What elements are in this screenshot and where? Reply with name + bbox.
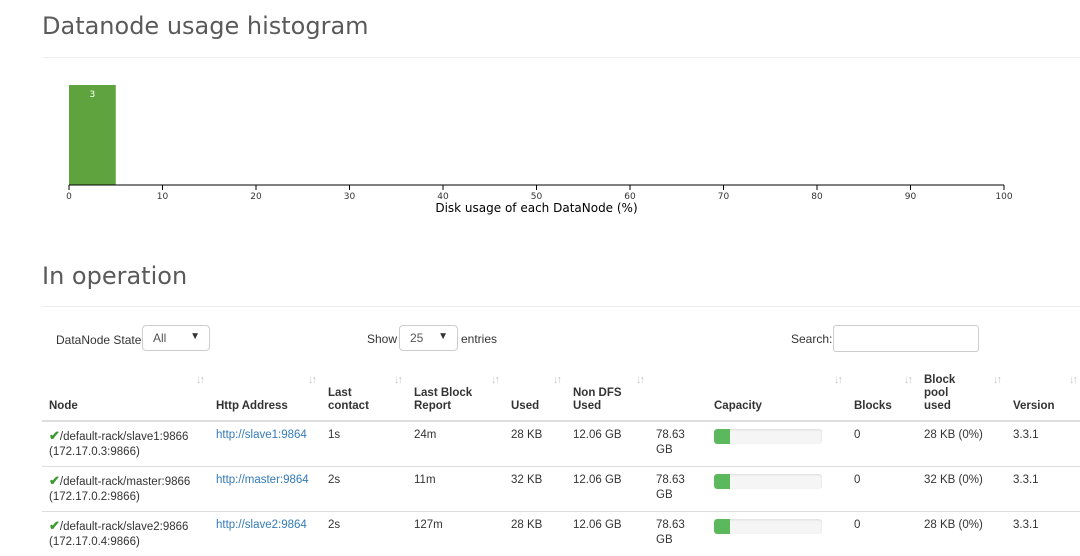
capacity-progress-bar	[714, 429, 822, 444]
capacity-progress-fill	[714, 474, 730, 489]
column-header-last-block-report[interactable]: Last Block Report↓↑	[407, 370, 504, 421]
used-cell: 28 KB	[504, 421, 566, 467]
column-header-capacity[interactable]: Capacity↓↑	[707, 370, 847, 421]
datanode-state-label: DataNode State	[56, 333, 141, 347]
version-cell: 3.3.1	[1006, 421, 1080, 467]
x-tick-label: 10	[157, 192, 169, 202]
x-tick-label: 0	[66, 192, 72, 202]
node-cell: ✔/default-rack/slave2:9866(172.17.0.4:98…	[42, 512, 209, 556]
x-tick-label: 100	[995, 192, 1012, 202]
non-dfs-used-cell: 12.06 GB	[566, 467, 649, 512]
datanode-state-select[interactable]: All ▼	[142, 325, 210, 351]
operation-title: In operation	[42, 262, 187, 290]
x-axis-label: Disk usage of each DataNode (%)	[435, 201, 637, 215]
check-icon: ✔	[49, 473, 60, 488]
capacity-cell: 78.63 GB	[649, 421, 707, 467]
x-tick-label: 30	[344, 192, 356, 202]
entries-value: 25	[410, 331, 423, 345]
sort-icon: ↓↑	[491, 374, 498, 387]
column-header-version[interactable]: Version↓↑	[1006, 370, 1080, 421]
search-input[interactable]	[833, 325, 979, 352]
divider	[42, 306, 1080, 307]
last-contact-cell: 2s	[321, 512, 407, 556]
check-icon: ✔	[49, 428, 60, 443]
sort-icon: ↓↑	[308, 374, 315, 387]
block-pool-used-cell: 28 KB (0%)	[917, 421, 1006, 467]
check-icon: ✔	[49, 518, 60, 533]
node-cell: ✔/default-rack/slave1:9866(172.17.0.3:98…	[42, 421, 209, 467]
show-label: Show	[367, 332, 397, 346]
sort-icon: ↓↑	[196, 374, 203, 387]
capacity-cell: 78.63 GB	[649, 467, 707, 512]
capacity-bar-cell	[707, 421, 847, 467]
version-cell: 3.3.1	[1006, 512, 1080, 556]
non-dfs-used-cell: 12.06 GB	[566, 512, 649, 556]
datanode-state-value: All	[153, 331, 166, 345]
entries-label: entries	[461, 332, 497, 346]
bar-value-label: 3	[90, 90, 96, 100]
blocks-cell: 0	[847, 512, 917, 556]
http-address-link[interactable]: http://slave2:9864	[216, 519, 307, 531]
sort-icon: ↓↑	[1069, 374, 1076, 387]
entries-select[interactable]: 25 ▼	[399, 325, 458, 351]
last-block-report-cell: 24m	[407, 421, 504, 467]
table-header-row: Node↓↑ Http Address↓↑ Last contact↓↑ Las…	[42, 370, 1080, 421]
capacity-cell: 78.63 GB	[649, 512, 707, 556]
used-cell: 32 KB	[504, 467, 566, 512]
column-header-used[interactable]: Used↓↑	[504, 370, 566, 421]
chevron-down-icon: ▼	[438, 331, 448, 342]
last-block-report-cell: 11m	[407, 467, 504, 512]
histogram-bar	[69, 85, 116, 185]
column-header-block-pool-used[interactable]: Block pool used↓↑	[917, 370, 1006, 421]
column-header-blocks[interactable]: Blocks↓↑	[847, 370, 917, 421]
last-block-report-cell: 127m	[407, 512, 504, 556]
http-address-link[interactable]: http://slave1:9864	[216, 429, 307, 441]
sort-icon: ↓↑	[993, 374, 1000, 387]
capacity-progress-bar	[714, 519, 822, 534]
column-header-non-dfs-used[interactable]: Non DFS Used↓↑	[566, 370, 649, 421]
column-header-last-contact[interactable]: Last contact↓↑	[321, 370, 407, 421]
capacity-progress-bar	[714, 474, 822, 489]
chevron-down-icon: ▼	[190, 331, 200, 342]
sort-icon: ↓↑	[636, 374, 643, 387]
datanode-table: Node↓↑ Http Address↓↑ Last contact↓↑ Las…	[42, 370, 1080, 556]
block-pool-used-cell: 28 KB (0%)	[917, 512, 1006, 556]
sort-icon: ↓↑	[904, 374, 911, 387]
non-dfs-used-cell: 12.06 GB	[566, 421, 649, 467]
http-address-link[interactable]: http://master:9864	[216, 474, 309, 486]
x-tick-label: 20	[250, 192, 262, 202]
sort-icon: ↓↑	[394, 374, 401, 387]
sort-icon: ↓↑	[834, 374, 841, 387]
blocks-cell: 0	[847, 421, 917, 467]
node-cell: ✔/default-rack/master:9866(172.17.0.2:98…	[42, 467, 209, 512]
last-contact-cell: 1s	[321, 421, 407, 467]
column-header-capacity-spacer	[649, 370, 707, 421]
column-header-node[interactable]: Node↓↑	[42, 370, 209, 421]
used-cell: 28 KB	[504, 512, 566, 556]
capacity-progress-fill	[714, 429, 730, 444]
x-tick-label: 90	[905, 192, 917, 202]
block-pool-used-cell: 32 KB (0%)	[917, 467, 1006, 512]
column-header-http-address[interactable]: Http Address↓↑	[209, 370, 321, 421]
capacity-bar-cell	[707, 512, 847, 556]
table-row: ✔/default-rack/slave1:9866(172.17.0.3:98…	[42, 421, 1080, 467]
table-row: ✔/default-rack/slave2:9866(172.17.0.4:98…	[42, 512, 1080, 556]
blocks-cell: 0	[847, 467, 917, 512]
search-label: Search:	[791, 332, 832, 346]
x-tick-label: 80	[811, 192, 823, 202]
version-cell: 3.3.1	[1006, 467, 1080, 512]
last-contact-cell: 2s	[321, 467, 407, 512]
x-tick-label: 70	[718, 192, 730, 202]
capacity-bar-cell	[707, 467, 847, 512]
table-row: ✔/default-rack/master:9866(172.17.0.2:98…	[42, 467, 1080, 512]
sort-icon: ↓↑	[553, 374, 560, 387]
capacity-progress-fill	[714, 519, 730, 534]
